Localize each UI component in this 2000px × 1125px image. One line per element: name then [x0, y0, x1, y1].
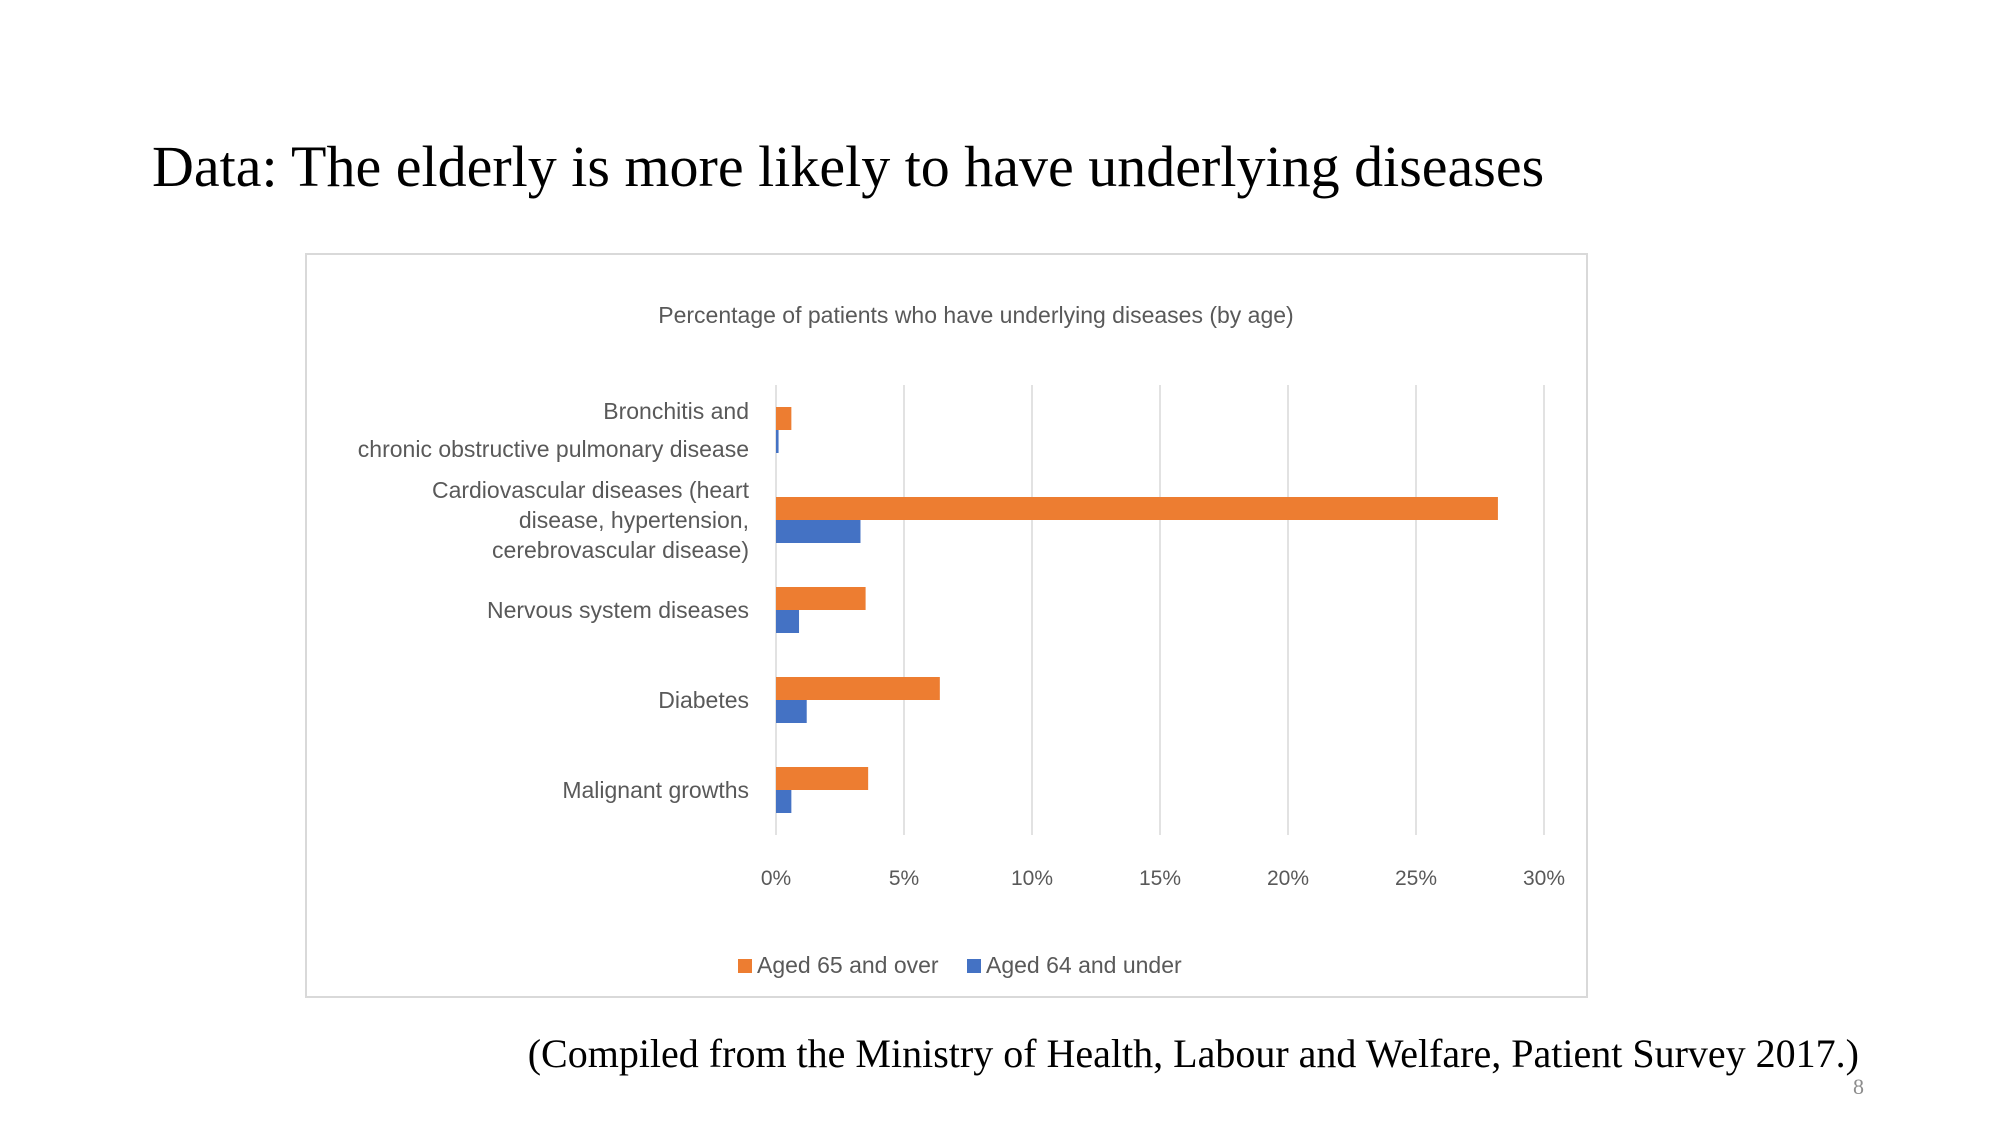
- x-tick-label: 25%: [1395, 867, 1437, 890]
- x-tick-label: 30%: [1523, 867, 1565, 890]
- slide-title: Data: The elderly is more likely to have…: [152, 134, 1545, 199]
- category-label: Diabetes: [658, 687, 749, 713]
- category-label: Nervous system diseases: [487, 597, 749, 623]
- bar-aged-64-under: [776, 700, 807, 723]
- bar-chart: Percentage of patients who have underlyi…: [358, 302, 1565, 978]
- category-label: Cardiovascular diseases (heart: [432, 477, 750, 503]
- x-tick-label: 5%: [889, 867, 919, 890]
- source-note: (Compiled from the Ministry of Health, L…: [527, 1031, 1859, 1076]
- x-tick-label: 20%: [1267, 867, 1309, 890]
- bar-aged-64-under: [776, 610, 800, 633]
- legend-label-aged-64-under: Aged 64 and under: [986, 952, 1182, 978]
- bar-aged-64-under: [776, 430, 779, 453]
- bar-aged-65-over: [776, 677, 940, 700]
- bar-aged-65-over: [776, 497, 1498, 520]
- legend-swatch-aged-65-over: [738, 959, 752, 973]
- bar-aged-65-over: [776, 767, 869, 790]
- x-tick-label: 15%: [1139, 867, 1181, 890]
- category-label: Bronchitis and: [603, 398, 749, 424]
- x-tick-label: 10%: [1011, 867, 1053, 890]
- bar-aged-64-under: [776, 790, 792, 813]
- legend-swatch-aged-64-under: [967, 959, 981, 973]
- bar-aged-65-over: [776, 587, 866, 610]
- chart-title: Percentage of patients who have underlyi…: [658, 302, 1293, 328]
- bar-aged-64-under: [776, 520, 861, 543]
- legend-label-aged-65-over: Aged 65 and over: [757, 952, 939, 978]
- bar-aged-65-over: [776, 407, 792, 430]
- x-tick-label: 0%: [761, 867, 791, 890]
- category-label: cerebrovascular disease): [492, 537, 749, 563]
- page-number: 8: [1853, 1074, 1864, 1099]
- category-label: Malignant growths: [562, 777, 749, 803]
- category-label: disease, hypertension,: [519, 507, 749, 533]
- chart-container: Percentage of patients who have underlyi…: [305, 253, 1588, 998]
- category-label: chronic obstructive pulmonary disease: [358, 436, 749, 462]
